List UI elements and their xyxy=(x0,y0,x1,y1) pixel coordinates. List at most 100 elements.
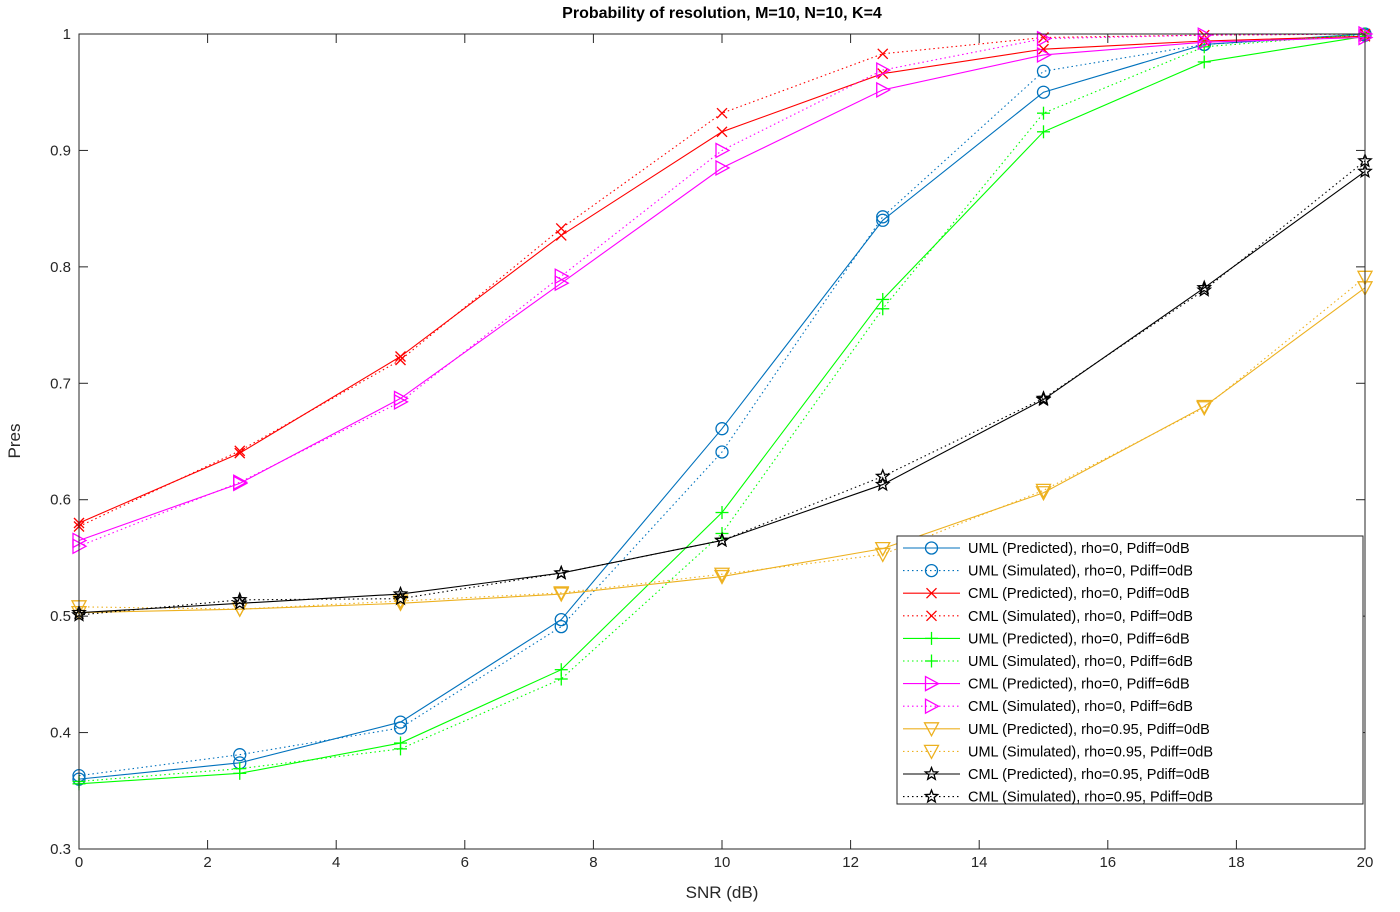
data-point xyxy=(554,268,570,285)
x-tick-label: 4 xyxy=(332,854,340,871)
data-point xyxy=(876,81,892,98)
legend-label: UML (Predicted), rho=0, Pdiff=6dB xyxy=(968,631,1190,647)
series-7 xyxy=(72,29,1374,549)
data-point xyxy=(1037,125,1050,139)
legend-label: CML (Simulated), rho=0, Pdiff=0dB xyxy=(968,609,1193,625)
data-point xyxy=(555,222,567,234)
chart-title: Probability of resolution, M=10, N=10, K… xyxy=(562,5,882,22)
series-line xyxy=(78,36,1366,541)
data-point xyxy=(716,107,728,119)
y-tick-label: 0.4 xyxy=(50,725,71,742)
legend-entry: UML (Predicted), rho=0, Pdiff=6dB xyxy=(903,631,1190,647)
x-tick-label: 14 xyxy=(971,854,988,871)
axis-ticks: 0 2 4 6 8 10 12 14 16 18 20 0.3 0.4 0.5 0.6 0.7 0.8 0.9 1 xyxy=(50,26,1373,871)
data-point xyxy=(1197,27,1213,44)
data-point xyxy=(713,569,731,585)
legend-entry: UML (Predicted), rho=0, Pdiff=0dB xyxy=(903,541,1190,557)
data-point xyxy=(715,506,729,520)
legend-label: UML (Simulated), rho=0.95, Pdiff=0dB xyxy=(968,744,1213,760)
legend-label: UML (Simulated), rho=0, Pdiff=6dB xyxy=(968,654,1193,670)
data-point xyxy=(714,532,730,548)
legend-marker xyxy=(924,698,940,715)
data-point xyxy=(1037,106,1050,120)
y-tick-label: 0.6 xyxy=(50,492,71,509)
data-point xyxy=(395,351,406,362)
series-line xyxy=(78,33,1366,547)
legend-entry: UML (Simulated), rho=0, Pdiff=6dB xyxy=(903,654,1193,670)
x-tick-label: 16 xyxy=(1099,854,1116,871)
x-tick-label: 18 xyxy=(1228,854,1245,871)
legend-label: UML (Predicted), rho=0, Pdiff=0dB xyxy=(968,541,1190,557)
data-point xyxy=(1036,85,1051,99)
data-point xyxy=(713,567,731,583)
x-tick-label: 20 xyxy=(1357,854,1374,871)
legend-entry: CML (Predicted), rho=0, Pdiff=6dB xyxy=(903,675,1190,693)
data-point xyxy=(876,62,892,79)
x-tick-label: 6 xyxy=(461,854,469,871)
legend-marker xyxy=(924,675,940,692)
data-point xyxy=(231,595,248,611)
data-point xyxy=(1197,55,1211,69)
data-point xyxy=(1036,30,1052,47)
legend-box xyxy=(896,535,1364,805)
data-point xyxy=(1036,46,1052,64)
data-point xyxy=(553,586,570,602)
data-point xyxy=(553,564,570,580)
series-5 xyxy=(72,29,1372,791)
data-point xyxy=(392,585,409,601)
y-axis-label: Pres xyxy=(5,424,24,459)
series-8 xyxy=(72,25,1374,555)
data-point xyxy=(1035,483,1052,499)
data-point xyxy=(715,142,731,159)
legend-entry: CML (Predicted), rho=0, Pdiff=0dB xyxy=(903,586,1190,602)
legend-entry: CML (Predicted), rho=0.95, Pdiff=0dB xyxy=(903,765,1210,783)
data-point xyxy=(231,591,248,607)
legend-entry: CML (Simulated), rho=0.95, Pdiff=0dB xyxy=(903,788,1213,806)
data-point xyxy=(876,210,890,224)
legend-label: CML (Predicted), rho=0, Pdiff=6dB xyxy=(968,677,1190,693)
data-point xyxy=(877,48,889,60)
legend-label: CML (Simulated), rho=0.95, Pdiff=0dB xyxy=(968,790,1213,806)
data-point xyxy=(715,445,729,459)
legend-marker xyxy=(925,631,938,645)
legend-label: CML (Predicted), rho=0.95, Pdiff=0dB xyxy=(968,767,1210,783)
series-line xyxy=(78,33,1366,527)
x-tick-label: 12 xyxy=(842,854,859,871)
data-point xyxy=(233,474,249,491)
data-point xyxy=(715,422,729,436)
data-point xyxy=(876,213,890,227)
y-tick-label: 0.5 xyxy=(50,608,71,625)
x-tick-label: 2 xyxy=(203,854,211,871)
data-point xyxy=(395,354,406,366)
data-point xyxy=(392,590,409,606)
data-point xyxy=(874,468,891,484)
legend-label: UML (Simulated), rho=0, Pdiff=0dB xyxy=(968,564,1193,580)
legend-entry: CML (Simulated), rho=0, Pdiff=0dB xyxy=(903,609,1193,625)
legend-marker xyxy=(924,563,939,578)
series-line xyxy=(78,160,1366,616)
data-point xyxy=(554,619,568,634)
legend-entry: UML (Predicted), rho=0.95, Pdiff=0dB xyxy=(903,722,1210,738)
legend-label: CML (Simulated), rho=0, Pdiff=6dB xyxy=(968,699,1193,715)
data-point xyxy=(1196,279,1213,295)
series-line xyxy=(78,35,1366,524)
series-line xyxy=(78,34,1366,777)
legend-label: CML (Predicted), rho=0, Pdiff=0dB xyxy=(968,586,1190,602)
data-point xyxy=(1035,486,1052,502)
data-point xyxy=(874,547,891,563)
legend-marker xyxy=(923,744,940,760)
legend-entry: CML (Simulated), rho=0, Pdiff=6dB xyxy=(903,698,1193,715)
y-tick-label: 0.8 xyxy=(50,259,71,276)
y-tick-label: 0.9 xyxy=(50,142,71,159)
legend-marker xyxy=(923,765,940,781)
data-point xyxy=(554,612,568,627)
legend-label: UML (Predicted), rho=0.95, Pdiff=0dB xyxy=(968,722,1210,738)
legend: UML (Predicted), rho=0, Pdiff=0dB UML (Si… xyxy=(896,535,1364,806)
data-point xyxy=(1036,64,1051,78)
y-tick-label: 0.7 xyxy=(50,375,71,392)
legend-marker xyxy=(923,722,940,738)
data-point xyxy=(715,159,731,176)
data-point xyxy=(1196,281,1213,297)
data-point xyxy=(1196,401,1213,417)
